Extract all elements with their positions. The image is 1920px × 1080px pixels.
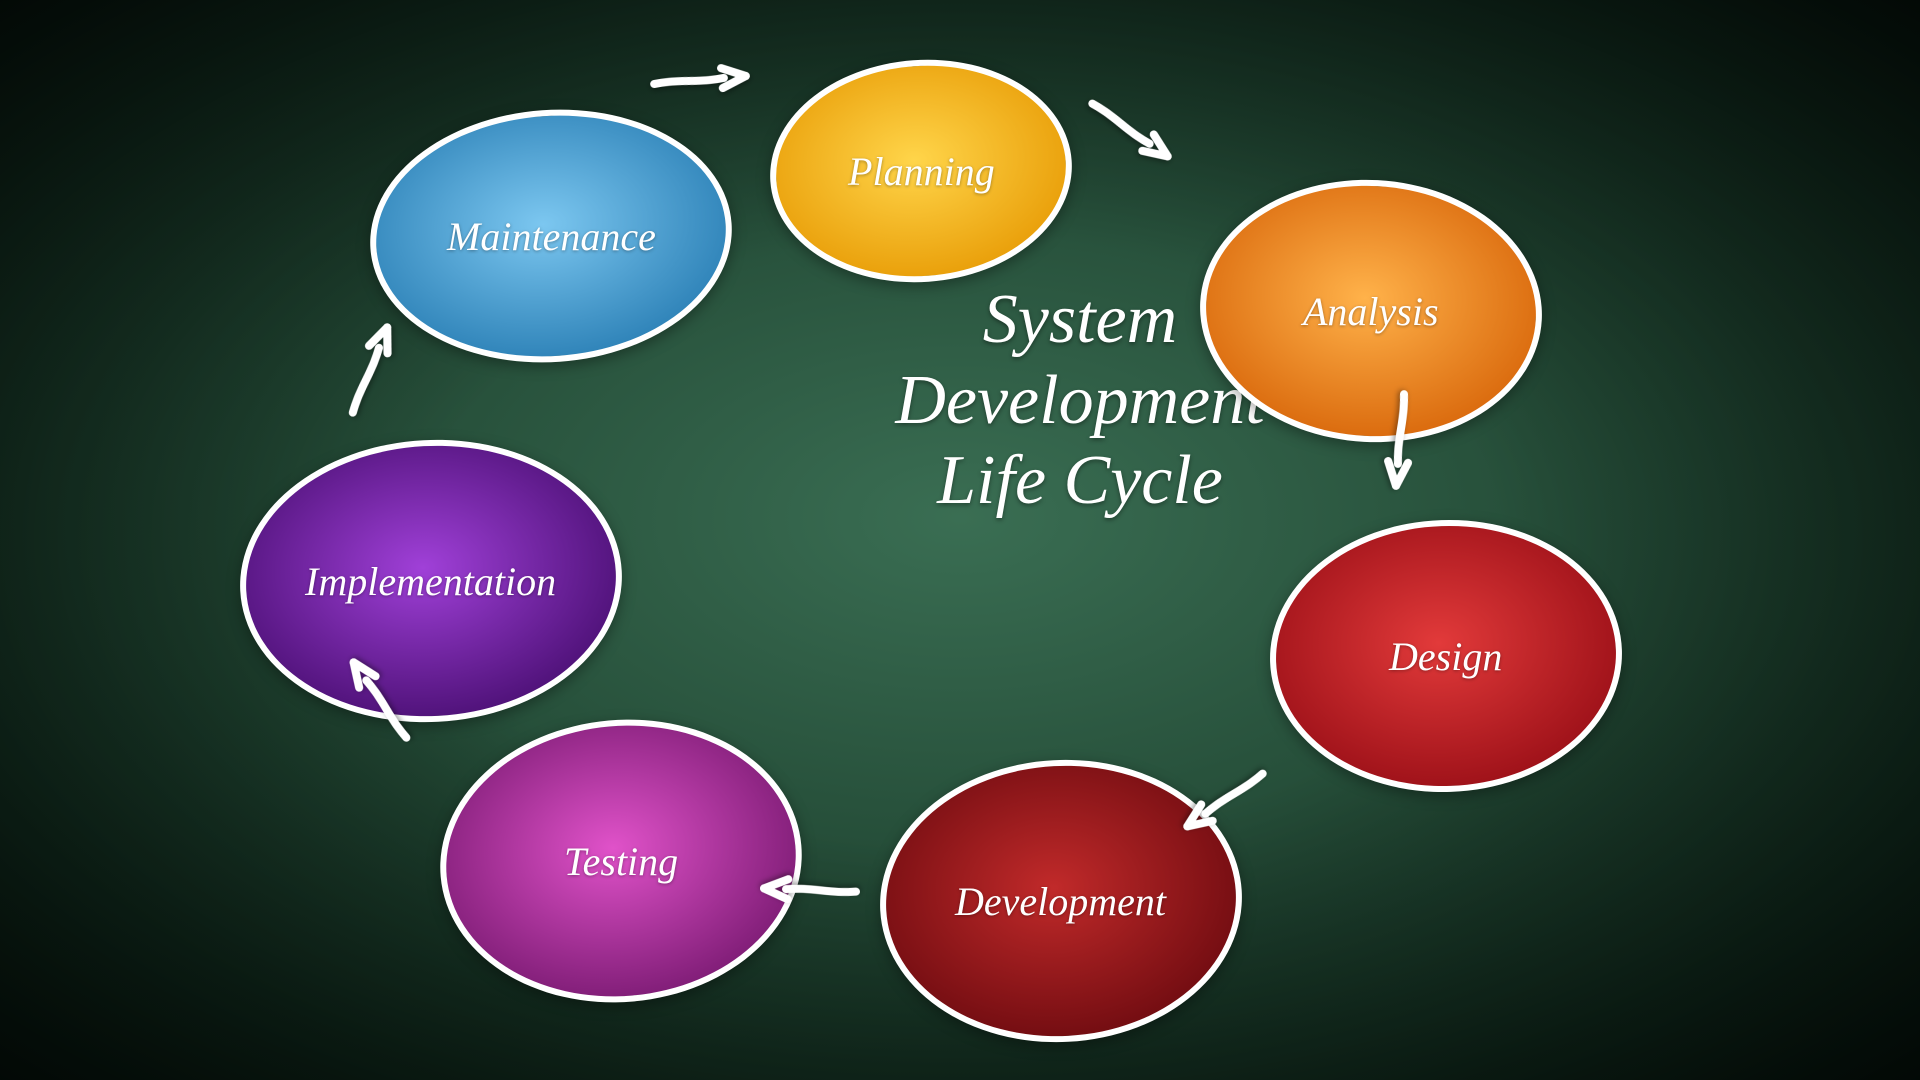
cycle-node-planning: Planning [763,50,1080,293]
cycle-node-label-design: Design [1381,633,1510,680]
cycle-node-development: Development [873,751,1249,1052]
sdlc-cycle-diagram: System Development Life Cycle PlanningAn… [0,0,1920,1080]
cycle-node-label-planning: Planning [840,148,1003,195]
cycle-node-label-analysis: Analysis [1295,287,1447,334]
cycle-node-label-maintenance: Maintenance [439,213,664,260]
arrow-maintenance-to-planning [638,51,762,109]
cycle-node-maintenance: Maintenance [362,98,741,375]
arrow-planning-to-analysis [1067,76,1193,184]
arrow-implementation-to-maintenance [325,305,414,434]
cycle-node-testing: Testing [428,705,813,1017]
cycle-node-label-implementation: Implementation [297,558,564,605]
cycle-node-implementation: Implementation [233,430,629,732]
cycle-node-label-development: Development [947,878,1174,925]
cycle-node-label-testing: Testing [556,838,686,885]
